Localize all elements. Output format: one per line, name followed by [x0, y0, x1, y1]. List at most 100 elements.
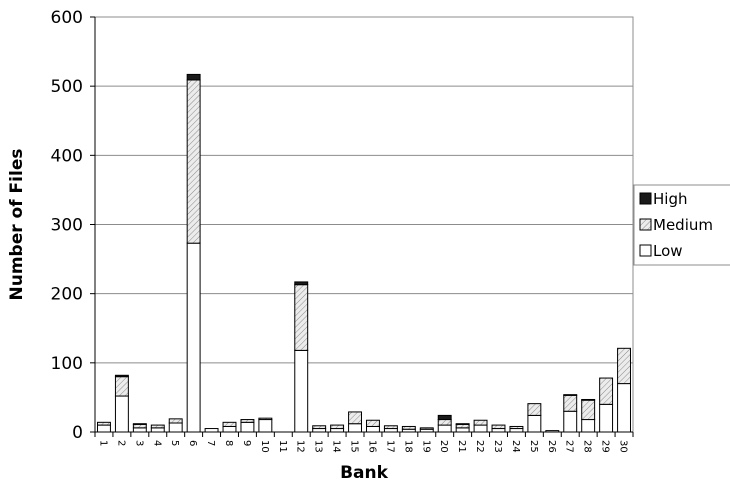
- bar-segment-medium: [599, 377, 614, 405]
- bar-segment-medium: [563, 394, 578, 412]
- y-tick-label: 300: [51, 216, 83, 236]
- bar-segment-medium: [419, 427, 434, 430]
- legend-swatch-medium: [639, 218, 652, 231]
- y-tick-label: 0: [72, 423, 83, 443]
- x-tick-label: 10: [259, 440, 270, 453]
- bar-segment-medium: [491, 424, 506, 430]
- bar-segment-high: [455, 423, 470, 425]
- x-tick-label: 20: [438, 440, 449, 453]
- x-tick-label: 9: [241, 440, 252, 446]
- bar-segment-high: [114, 374, 129, 378]
- x-axis-title: Bank: [340, 463, 389, 483]
- x-tick-label: 14: [331, 440, 342, 453]
- bar-segment-low: [97, 424, 111, 433]
- bar-segment-medium: [132, 423, 147, 429]
- bar-segment-medium: [473, 419, 488, 426]
- bar-segment-high: [132, 423, 147, 425]
- x-tick-label: 6: [187, 440, 198, 446]
- bar-segment-medium: [150, 424, 165, 429]
- bar-segment-low: [330, 428, 345, 433]
- bar-segment-low: [599, 403, 614, 433]
- bar-segment-medium: [186, 79, 201, 244]
- x-tick-label: 13: [313, 440, 324, 453]
- x-tick-label: 16: [366, 440, 377, 453]
- bar-segment-medium: [383, 425, 398, 430]
- legend-swatch-low: [639, 244, 652, 257]
- bar-segment-medium: [617, 347, 631, 385]
- bar-segment-low: [366, 425, 380, 433]
- bar-segment-medium: [258, 417, 273, 421]
- x-tick-label: 26: [546, 440, 557, 453]
- bar-segment-low: [527, 414, 542, 433]
- bar-segment-medium: [455, 423, 470, 429]
- bar-segment-low: [509, 428, 524, 433]
- bar-segment-medium: [168, 418, 183, 424]
- x-tick-label: 2: [115, 440, 126, 446]
- bar-segment-medium: [509, 425, 524, 430]
- y-axis-title: Number of Files: [7, 149, 27, 301]
- bar-segment-low: [204, 428, 219, 433]
- bar-segment-medium: [97, 421, 111, 426]
- bar-segment-medium: [581, 399, 596, 421]
- x-tick-label: 30: [618, 440, 629, 453]
- bar-segment-high: [186, 73, 201, 81]
- x-tick-label: 21: [456, 440, 467, 453]
- x-tick-label: 29: [600, 440, 611, 453]
- legend-swatch-high: [639, 192, 652, 205]
- legend-label-medium: Medium: [653, 216, 713, 234]
- x-tick-label: 3: [133, 440, 144, 446]
- y-tick-label: 400: [51, 146, 83, 166]
- bar-segment-low: [491, 428, 506, 433]
- gridlines: [94, 16, 634, 433]
- bar-segment-medium: [330, 424, 345, 430]
- x-tick-label: 4: [151, 440, 162, 446]
- bar-segment-medium: [366, 419, 380, 427]
- y-tick-label: 100: [51, 354, 83, 374]
- x-tick-label: 7: [205, 440, 216, 446]
- bar-segment-medium: [114, 376, 129, 397]
- legend-label-low: Low: [653, 242, 683, 260]
- x-tick-label: 17: [384, 440, 395, 453]
- bar-segment-low: [240, 421, 255, 433]
- legend: High Medium Low: [633, 184, 730, 266]
- x-tick-label: 5: [169, 440, 180, 446]
- bar-segment-medium: [294, 284, 309, 351]
- legend-label-high: High: [653, 190, 687, 208]
- bar-segment-low: [186, 242, 201, 433]
- bar-segment-low: [312, 428, 327, 433]
- x-tick-label: 24: [510, 440, 521, 453]
- bar-segment-low: [581, 419, 596, 433]
- x-tick-label: 23: [492, 440, 503, 453]
- x-tick-label: 19: [420, 440, 431, 453]
- bar-segment-low: [473, 424, 488, 433]
- bar-segment-low: [222, 425, 237, 433]
- x-tick-label: 27: [564, 440, 575, 453]
- x-tick-label: 18: [402, 440, 413, 453]
- bar-segment-medium: [527, 403, 542, 416]
- bar-segment-low: [348, 423, 362, 433]
- x-tick-label: 25: [528, 440, 539, 453]
- bar-segment-medium: [401, 425, 416, 430]
- bar-segment-low: [437, 424, 452, 433]
- bar-segment-low: [617, 383, 631, 433]
- bar-segment-low: [563, 410, 578, 433]
- bar-segment-high: [437, 414, 452, 421]
- y-tick-label: 500: [51, 77, 83, 97]
- bar-segment-medium: [437, 419, 452, 426]
- y-tick-label: 200: [51, 285, 83, 305]
- bar-segment-high: [294, 281, 309, 286]
- bar-segment-low: [132, 427, 147, 433]
- bar-segment-low: [258, 419, 273, 433]
- x-tick-label: 28: [582, 440, 593, 453]
- bar-segment-medium: [348, 411, 362, 425]
- bar-segment-low: [383, 428, 398, 433]
- x-tick-label: 22: [474, 440, 485, 453]
- bar-segment-medium: [240, 419, 255, 423]
- bar-segment-low: [114, 395, 129, 433]
- bars: [97, 73, 631, 433]
- bar-segment-medium: [312, 425, 327, 430]
- bar-segment-medium: [222, 421, 237, 427]
